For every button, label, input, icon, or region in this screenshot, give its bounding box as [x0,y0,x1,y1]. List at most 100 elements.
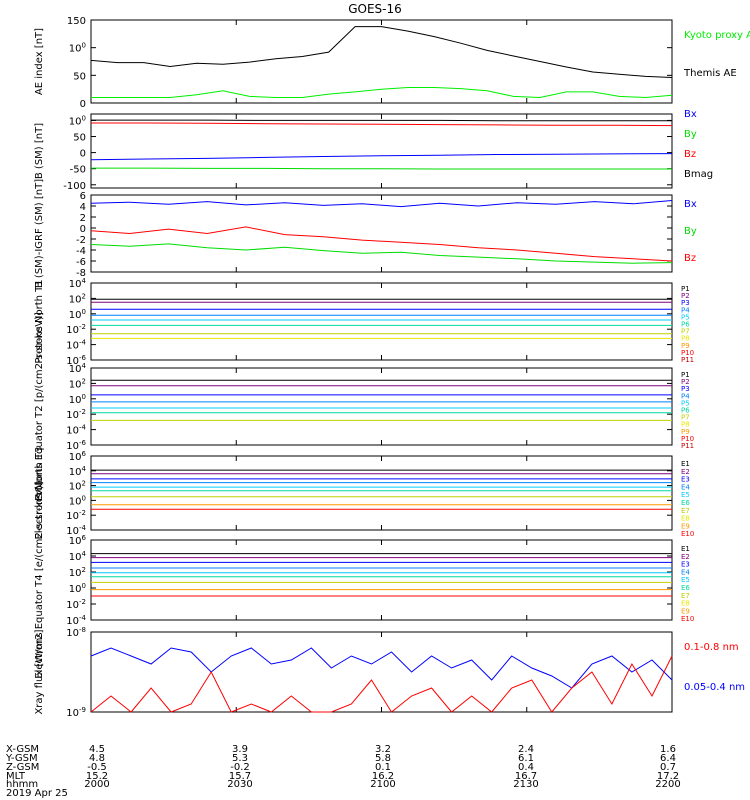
footer-value: 16.7 [514,771,538,782]
legend-label: E4 [681,483,690,491]
y-tick-label: 10-8 [66,626,86,639]
panels: 0 50 100 150 AE index [nT] Kyoto proxy AE Them… [34,16,750,719]
footer-value: 15.2 [85,771,109,782]
y-tick-label: -6 [76,257,86,268]
y-tick-label: 10-2 [66,408,86,421]
y-tick-exponent: -8 [79,626,86,634]
y-tick-label: 106 [69,450,87,463]
footer-value: 2000 [84,779,110,790]
legend-label: P1 [681,285,690,293]
footer-value: 2200 [655,779,681,790]
footer-value: -0.5 [87,762,107,773]
y-tick-exponent: -4 [79,524,87,532]
y-axis-label: Xray flux [W/m2] [34,629,45,714]
footer-value: 15.7 [228,771,252,782]
panel-frame [90,539,673,621]
y-tick-exponent: 4 [82,277,87,285]
legend-label: E3 [681,476,690,484]
legend-label: Bx [684,199,697,210]
y-tick-exponent: 0 [82,114,86,122]
legend-label: P3 [681,385,690,393]
y-tick-label: 2 [80,213,86,224]
footer-label: MLT [6,771,25,782]
series-line [90,200,673,208]
panel-8: 10-9 10-8 Xray flux [W/m2] 0.1-0.8 nm 0.05-0… [34,626,745,719]
y-axis-label: Electrons Equator T4 [e/(cm2-s-sr-keV)] [34,481,45,678]
y-tick-label: 4 [80,202,86,213]
series-line [91,167,672,170]
y-tick-label: 10-4 [66,339,86,352]
legend-label: E4 [681,568,690,576]
footer-value: 17.2 [656,771,680,782]
y-tick-exponent: -2 [79,509,86,517]
footer-value: 2.4 [518,744,534,755]
legend-label: E8 [681,600,690,608]
legend-label: P9 [681,342,690,350]
legend-label: P7 [681,328,690,336]
legend-label: E1 [681,460,690,468]
series-line [90,655,673,713]
series-line [91,122,673,127]
y-tick-exponent: 2 [82,292,86,300]
legend-label: Bz [684,149,696,160]
footer-value: 4.8 [89,753,105,764]
y-tick-exponent: 2 [82,480,86,488]
panel-frame [90,455,673,531]
legend-label: Themis AE [683,68,737,79]
legend-label: P11 [681,442,694,450]
legend-label: P10 [681,349,694,357]
series-line [90,153,673,161]
y-tick-label: 100 [69,42,86,55]
legend-label: E6 [681,499,690,507]
panel-frame [90,282,673,361]
y-tick-exponent: 4 [82,465,87,473]
y-tick-exponent: 4 [82,550,87,558]
y-axis-label: B (SM) [nT] [34,123,45,179]
y-tick-label: 100 [69,114,86,127]
y-tick-label: -4 [76,246,86,257]
footer-value: -0.2 [230,762,250,773]
y-tick-label: 100 [69,308,86,321]
panel-frame [90,194,673,273]
y-tick-label: 0 [80,99,86,110]
series-line [90,226,673,262]
footer-row-x-gsm: X-GSM 4.5 3.9 3.2 2.4 1.6 [6,744,746,755]
plot-title: GOES-16 [348,2,402,16]
y-tick-label: 102 [69,480,86,493]
legend-label: P8 [681,335,690,343]
panel-frame [90,367,673,446]
legend-label: P1 [681,371,690,379]
y-tick-label: 106 [69,534,87,547]
y-tick-label: 104 [69,362,87,375]
y-axis-label: Protons Equator T2 [p/(cm2-s-sr-keV)] [34,312,45,501]
y-tick-exponent: -6 [79,439,87,447]
legend-label: By [684,226,697,237]
legend-label: P3 [681,299,690,307]
panel-2: -100 -50 0 50 100 B (SM) [nT] Bx By Bz Bmag [34,109,713,192]
y-tick-label: 102 [69,566,86,579]
y-axis-label: AE index [nT] [34,28,45,95]
legend-label: P6 [681,407,690,415]
legend-label: Bz [684,253,696,264]
y-tick-exponent: -2 [79,598,86,606]
legend-label: P5 [681,399,690,407]
y-tick-label: -100 [63,181,86,192]
y-tick-label: 104 [69,550,87,563]
y-tick-label: 50 [73,71,86,82]
footer-row-hhmm: hhmm 2000 2030 2100 2130 2200 [6,779,746,790]
y-tick-exponent: -9 [79,706,86,714]
y-tick-label: 6 [80,191,86,202]
footer-value: 4.5 [89,744,105,755]
y-tick-label: 10-9 [66,706,86,719]
legend-label: E5 [681,491,690,499]
legend-label: P9 [681,428,690,436]
footer-value: 2130 [513,779,539,790]
legend-label: E10 [681,530,694,538]
footer-date: 2019 Apr 25 [6,788,68,799]
y-tick-label: -2 [76,235,86,246]
y-tick-exponent: -4 [79,339,87,347]
legend-label: E8 [681,515,690,523]
y-tick-exponent: 0 [82,494,86,502]
